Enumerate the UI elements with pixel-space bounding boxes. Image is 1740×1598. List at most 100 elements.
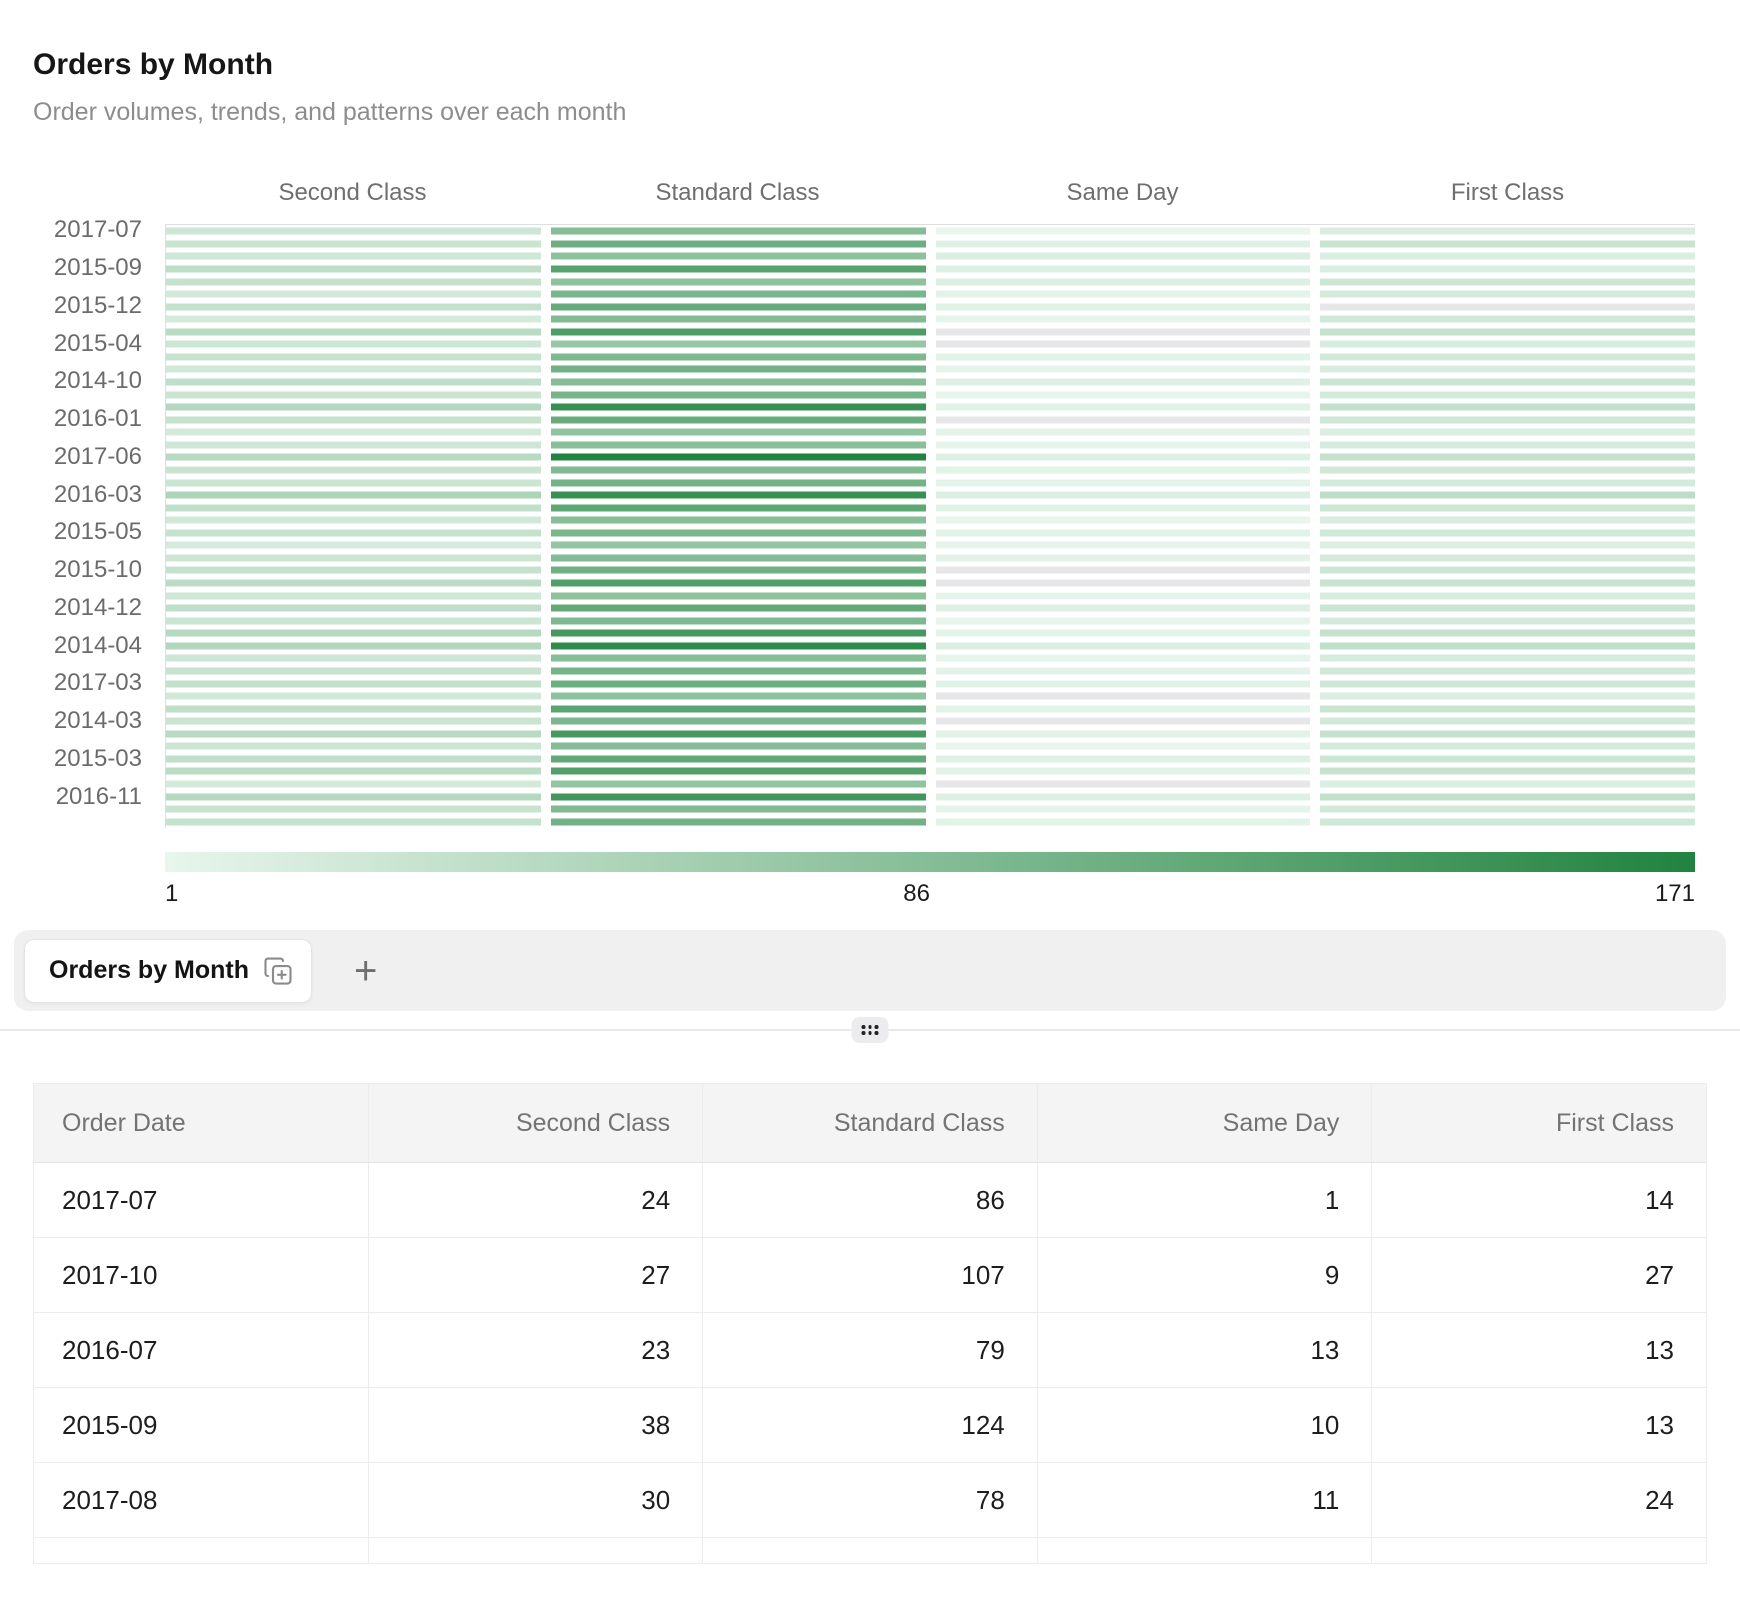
- heatmap-cell[interactable]: [550, 793, 926, 801]
- heatmap-cell[interactable]: [1320, 391, 1695, 399]
- heatmap-cell[interactable]: [935, 579, 1311, 587]
- heatmap-cell[interactable]: [550, 353, 926, 361]
- heatmap-cell[interactable]: [550, 755, 926, 763]
- heatmap-cell[interactable]: [935, 441, 1311, 449]
- heatmap-cell[interactable]: [550, 252, 926, 260]
- heatmap-cell[interactable]: [166, 378, 541, 386]
- heatmap-cell[interactable]: [166, 642, 541, 650]
- heatmap-cell[interactable]: [1320, 566, 1695, 574]
- heatmap-cell[interactable]: [550, 617, 926, 625]
- heatmap-cell[interactable]: [166, 767, 541, 775]
- heatmap-cell[interactable]: [935, 290, 1311, 298]
- heatmap-cell[interactable]: [550, 265, 926, 273]
- heatmap-cell[interactable]: [1320, 692, 1695, 700]
- heatmap-cell[interactable]: [1320, 604, 1695, 612]
- heatmap-cell[interactable]: [166, 416, 541, 424]
- heatmap-cell[interactable]: [935, 403, 1311, 411]
- heatmap-cell[interactable]: [935, 617, 1311, 625]
- heatmap-cell[interactable]: [1320, 767, 1695, 775]
- heatmap-cell[interactable]: [935, 265, 1311, 273]
- heatmap-cell[interactable]: [935, 818, 1311, 826]
- heatmap-cell[interactable]: [935, 353, 1311, 361]
- heatmap-cell[interactable]: [935, 805, 1311, 813]
- heatmap-cell[interactable]: [1320, 240, 1695, 248]
- heatmap-cell[interactable]: [550, 290, 926, 298]
- heatmap-cell[interactable]: [935, 680, 1311, 688]
- drag-handle[interactable]: [851, 1017, 889, 1043]
- table-header-cell[interactable]: First Class: [1371, 1083, 1707, 1163]
- heatmap-cell[interactable]: [166, 504, 541, 512]
- heatmap-cell[interactable]: [1320, 378, 1695, 386]
- heatmap-cell[interactable]: [166, 805, 541, 813]
- heatmap-cell[interactable]: [1320, 755, 1695, 763]
- heatmap-cell[interactable]: [166, 592, 541, 600]
- heatmap-cell[interactable]: [550, 403, 926, 411]
- heatmap-cell[interactable]: [166, 491, 541, 499]
- heatmap-cell[interactable]: [1320, 793, 1695, 801]
- heatmap-cell[interactable]: [935, 453, 1311, 461]
- heatmap-cell[interactable]: [1320, 315, 1695, 323]
- heatmap-cell[interactable]: [166, 692, 541, 700]
- heatmap-cell[interactable]: [166, 730, 541, 738]
- heatmap-cell[interactable]: [166, 617, 541, 625]
- heatmap-cell[interactable]: [935, 491, 1311, 499]
- heatmap-cell[interactable]: [166, 755, 541, 763]
- heatmap-cell[interactable]: [935, 592, 1311, 600]
- heatmap-cell[interactable]: [550, 642, 926, 650]
- heatmap-cell[interactable]: [1320, 265, 1695, 273]
- heatmap-cell[interactable]: [935, 529, 1311, 537]
- heatmap-cell[interactable]: [550, 391, 926, 399]
- heatmap-cell[interactable]: [1320, 479, 1695, 487]
- heatmap-cell[interactable]: [166, 278, 541, 286]
- heatmap-cell[interactable]: [166, 667, 541, 675]
- heatmap-cell[interactable]: [1320, 654, 1695, 662]
- heatmap-cell[interactable]: [935, 604, 1311, 612]
- heatmap-cell[interactable]: [1320, 453, 1695, 461]
- heatmap-cell[interactable]: [935, 240, 1311, 248]
- tab-orders-by-month[interactable]: Orders by Month: [24, 938, 313, 1003]
- heatmap-cell[interactable]: [935, 692, 1311, 700]
- heatmap-cell[interactable]: [166, 566, 541, 574]
- heatmap-cell[interactable]: [935, 566, 1311, 574]
- heatmap-cell[interactable]: [550, 340, 926, 348]
- heatmap-cell[interactable]: [166, 441, 541, 449]
- heatmap-cell[interactable]: [166, 340, 541, 348]
- heatmap-cell[interactable]: [1320, 491, 1695, 499]
- heatmap-cell[interactable]: [166, 705, 541, 713]
- heatmap-cell[interactable]: [550, 742, 926, 750]
- heatmap-cell[interactable]: [166, 629, 541, 637]
- heatmap-cell[interactable]: [935, 315, 1311, 323]
- heatmap-cell[interactable]: [935, 642, 1311, 650]
- heatmap-cell[interactable]: [935, 504, 1311, 512]
- heatmap-cell[interactable]: [935, 554, 1311, 562]
- heatmap-cell[interactable]: [1320, 705, 1695, 713]
- heatmap-cell[interactable]: [166, 604, 541, 612]
- heatmap-cell[interactable]: [550, 592, 926, 600]
- heatmap-cell[interactable]: [550, 328, 926, 336]
- heatmap-cell[interactable]: [550, 240, 926, 248]
- heatmap-cell[interactable]: [935, 755, 1311, 763]
- heatmap-cell[interactable]: [166, 680, 541, 688]
- heatmap-cell[interactable]: [935, 416, 1311, 424]
- heatmap-cell[interactable]: [166, 315, 541, 323]
- heatmap-cell[interactable]: [935, 705, 1311, 713]
- heatmap-cell[interactable]: [166, 252, 541, 260]
- heatmap-cell[interactable]: [550, 654, 926, 662]
- heatmap-cell[interactable]: [935, 391, 1311, 399]
- heatmap-cell[interactable]: [166, 428, 541, 436]
- heatmap-cell[interactable]: [166, 403, 541, 411]
- heatmap-cell[interactable]: [935, 767, 1311, 775]
- heatmap-cell[interactable]: [1320, 504, 1695, 512]
- heatmap-cell[interactable]: [550, 692, 926, 700]
- heatmap-cell[interactable]: [166, 466, 541, 474]
- heatmap-cell[interactable]: [166, 328, 541, 336]
- heatmap-cell[interactable]: [550, 805, 926, 813]
- heatmap-cell[interactable]: [166, 240, 541, 248]
- heatmap-cell[interactable]: [1320, 365, 1695, 373]
- heatmap-cell[interactable]: [1320, 353, 1695, 361]
- heatmap-cell[interactable]: [1320, 592, 1695, 600]
- heatmap-cell[interactable]: [1320, 290, 1695, 298]
- heatmap-cell[interactable]: [1320, 805, 1695, 813]
- heatmap-cell[interactable]: [935, 428, 1311, 436]
- heatmap-cell[interactable]: [166, 742, 541, 750]
